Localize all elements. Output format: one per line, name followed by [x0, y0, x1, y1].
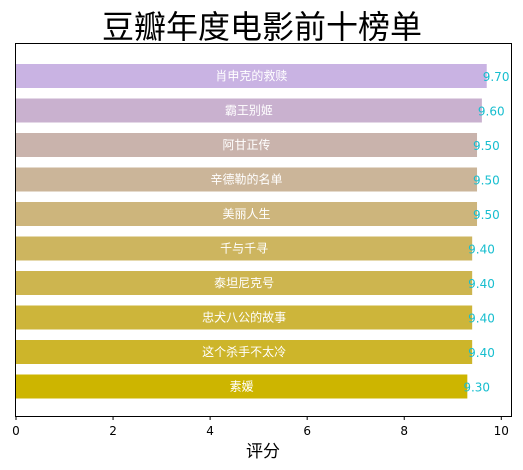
x-axis-ticks: 0 2 4 6 8 10 [12, 416, 509, 438]
bar-6 [16, 236, 473, 261]
bar-label-5: 美丽人生 [223, 207, 271, 221]
bar-2 [16, 98, 482, 123]
bar-5 [16, 202, 478, 226]
x-tick-label-2: 4 [206, 424, 214, 438]
x-axis-label: 评分 [246, 442, 280, 462]
bar-label-9: 这个杀手不太冷 [202, 344, 286, 359]
value-label-3: 9.50 [473, 139, 500, 153]
bar-label-10: 素媛 [230, 380, 254, 394]
bar-label-3: 阿甘正传 [223, 137, 271, 152]
x-tick-label-0: 0 [12, 424, 20, 438]
bar-label-8: 忠犬八公的故事 [202, 310, 286, 325]
value-label-7: 9.40 [468, 277, 495, 291]
value-label-2: 9.60 [478, 105, 505, 119]
bar-8 [16, 305, 473, 330]
value-label-9: 9.40 [468, 346, 495, 360]
bar-3 [16, 133, 478, 157]
x-tick-label-1: 2 [109, 424, 117, 438]
value-label-4: 9.50 [473, 174, 500, 188]
x-tick-label-5: 10 [494, 424, 509, 438]
bar-label-7: 泰坦尼克号 [214, 276, 274, 290]
value-label-1: 9.70 [483, 70, 510, 84]
bar-label-1: 肖申克的救赎 [215, 68, 287, 83]
bar-4 [16, 167, 478, 192]
value-label-6: 9.40 [468, 243, 495, 257]
plot-frame [15, 43, 512, 417]
value-label-5: 9.50 [473, 208, 500, 222]
bars-group: 肖申克的救赎 9.70 霸王别姬 9.60 阿甘正传 9.50 辛德勒的名单 9.50 美丽人生… [16, 64, 509, 399]
value-label-10: 9.30 [463, 381, 490, 395]
bar-10 [16, 374, 468, 399]
bar-9 [16, 340, 473, 364]
bar-label-4: 辛德勒的名单 [211, 172, 283, 187]
chart-title: 豆瓣年度电影前十榜单 [102, 8, 422, 46]
bar-1 [16, 64, 487, 88]
x-tick-label-4: 8 [400, 424, 408, 438]
x-tick-label-3: 6 [303, 424, 311, 438]
bar-label-6: 千与千寻 [220, 242, 268, 256]
bar-7 [16, 271, 473, 295]
value-label-8: 9.40 [468, 312, 495, 326]
bar-label-2: 霸王别姬 [225, 104, 273, 118]
